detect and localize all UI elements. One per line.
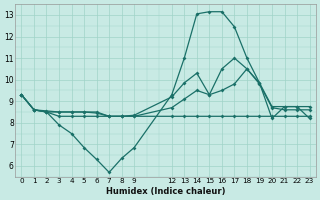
X-axis label: Humidex (Indice chaleur): Humidex (Indice chaleur) [106, 187, 225, 196]
